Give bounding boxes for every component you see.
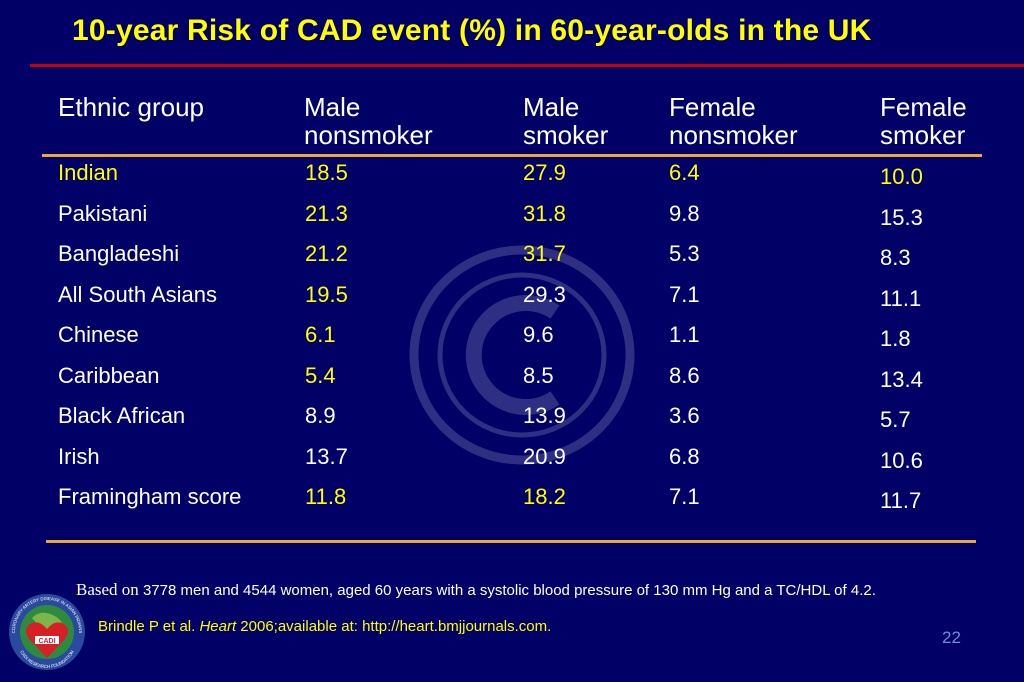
cell-male-smoker: 29.3	[523, 281, 566, 307]
header-line: nonsmoker	[304, 120, 433, 150]
cell-female-nonsmoker: 9.8	[669, 200, 700, 226]
header-male-nonsmoker: Male nonsmoker	[304, 93, 433, 149]
header-line: nonsmoker	[669, 120, 798, 150]
cell-male-smoker: 13.9	[523, 403, 566, 428]
footnote-lead: Based on	[76, 580, 139, 599]
cell-female-nonsmoker: 6.8	[669, 443, 700, 469]
header-female-nonsmoker: Female nonsmoker	[669, 93, 798, 149]
header-line: Male	[523, 92, 580, 122]
cell-male-nonsmoker: 6.1	[305, 322, 336, 347]
cell-male-nonsmoker: 11.8	[305, 484, 347, 509]
citation-journal: Heart	[199, 618, 237, 635]
header-line: smoker	[880, 120, 966, 150]
cell-female-smoker: 15.3	[880, 204, 923, 230]
cell-female-smoker: 8.3	[880, 245, 911, 270]
cell-female-nonsmoker: 6.4	[669, 160, 700, 185]
cell-male-smoker: 18.2	[523, 484, 566, 509]
cell-ethnic-group: Bangladeshi	[58, 241, 180, 266]
header-line: smoker	[523, 120, 609, 150]
cell-male-nonsmoker: 19.5	[305, 281, 348, 307]
footnote: Based on 3778 men and 4544 women, aged 6…	[76, 580, 876, 600]
cell-male-smoker: 8.5	[523, 362, 554, 388]
cell-male-nonsmoker: 13.7	[305, 443, 348, 469]
slide-title: 10-year Risk of CAD event (%) in 60-year…	[72, 14, 872, 47]
cell-male-smoker: 9.6	[523, 322, 554, 347]
cell-female-smoker: 10.0	[880, 164, 923, 189]
cell-male-nonsmoker: 21.2	[305, 241, 348, 266]
cadi-logo: CADI CORONARY ARTERY DISEASE IN ASIAN IN…	[9, 594, 85, 670]
header-female-smoker: Female smoker	[880, 93, 967, 149]
cell-female-smoker: 1.8	[880, 326, 911, 351]
cell-ethnic-group: Black African	[58, 403, 186, 428]
cell-female-smoker: 11.7	[880, 488, 922, 513]
cell-female-nonsmoker: 1.1	[669, 322, 700, 347]
header-rule	[42, 154, 982, 157]
header-line: Female	[880, 92, 967, 122]
cell-female-nonsmoker: 8.6	[669, 362, 700, 388]
header-ethnic-group: Ethnic group	[58, 93, 204, 121]
cell-female-nonsmoker: 3.6	[669, 403, 700, 428]
cell-male-smoker: 27.9	[523, 160, 566, 185]
logo-badge: CADI	[38, 638, 55, 645]
copyright-watermark-icon	[409, 245, 635, 465]
cell-ethnic-group: All South Asians	[58, 281, 217, 307]
cell-male-smoker: 20.9	[523, 443, 566, 469]
cell-ethnic-group: Indian	[58, 160, 118, 185]
cell-female-smoker: 10.6	[880, 447, 923, 473]
citation-authors: Brindle P et al.	[98, 618, 200, 635]
title-rule	[30, 64, 1024, 67]
header-male-smoker: Male smoker	[523, 93, 608, 149]
cell-male-nonsmoker: 5.4	[305, 362, 336, 388]
cell-ethnic-group: Pakistani	[58, 200, 148, 226]
cell-female-nonsmoker: 5.3	[669, 241, 700, 266]
cell-male-smoker: 31.8	[523, 200, 566, 226]
footer-rule	[46, 540, 976, 543]
cell-female-smoker: 11.1	[880, 285, 922, 311]
cell-ethnic-group: Chinese	[58, 322, 139, 347]
header-line: Male	[304, 92, 361, 122]
header-line: Ethnic group	[58, 92, 204, 122]
cell-male-nonsmoker: 18.5	[305, 160, 348, 185]
cell-male-nonsmoker: 21.3	[305, 200, 348, 226]
cell-female-smoker: 5.7	[880, 407, 911, 432]
cell-male-nonsmoker: 8.9	[305, 403, 336, 428]
cell-male-smoker: 31.7	[523, 241, 566, 266]
page-number: 22	[942, 628, 961, 647]
header-line: Female	[669, 92, 756, 122]
citation: Brindle P et al. Heart 2006;available at…	[98, 618, 551, 635]
cell-female-nonsmoker: 7.1	[669, 484, 700, 509]
cell-female-nonsmoker: 7.1	[669, 281, 700, 307]
footnote-text: 3778 men and 4544 women, aged 60 years w…	[138, 582, 876, 599]
cell-ethnic-group: Irish	[58, 443, 100, 469]
cell-ethnic-group: Framingham score	[58, 484, 242, 509]
cell-female-smoker: 13.4	[880, 366, 923, 392]
citation-source: 2006;available at: http://heart.bmjjourn…	[236, 618, 552, 635]
cell-ethnic-group: Caribbean	[58, 362, 160, 388]
